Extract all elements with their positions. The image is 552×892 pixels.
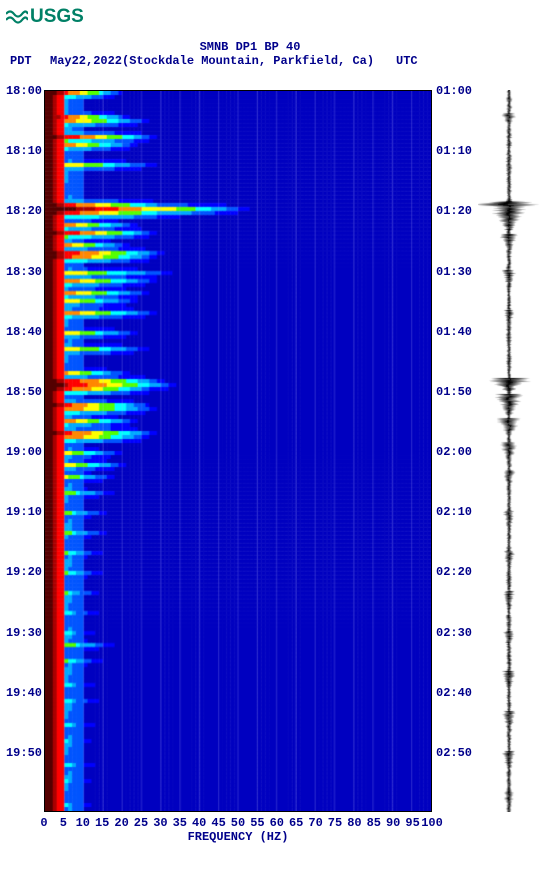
x-tick-label: 10 xyxy=(76,816,90,830)
x-tick-label: 85 xyxy=(367,816,381,830)
left-time-label: 18:20 xyxy=(2,204,42,218)
right-time-label: 02:50 xyxy=(436,746,472,760)
seismogram-trace xyxy=(478,90,540,812)
x-axis-label: FREQUENCY (HZ) xyxy=(44,830,432,844)
x-tick-label: 45 xyxy=(211,816,225,830)
left-time-label: 19:30 xyxy=(2,626,42,640)
x-tick-label: 0 xyxy=(40,816,47,830)
right-time-label: 01:40 xyxy=(436,325,472,339)
right-time-label: 02:10 xyxy=(436,505,472,519)
left-time-label: 18:40 xyxy=(2,325,42,339)
date-station: May22,2022(Stockdale Mountain, Parkfield… xyxy=(50,54,374,68)
left-time-label: 18:00 xyxy=(2,84,42,98)
left-time-label: 19:00 xyxy=(2,445,42,459)
right-time-label: 02:00 xyxy=(436,445,472,459)
right-time-label: 02:20 xyxy=(436,565,472,579)
left-time-label: 18:10 xyxy=(2,144,42,158)
x-tick-label: 55 xyxy=(250,816,264,830)
x-tick-label: 20 xyxy=(114,816,128,830)
spectrogram-plot xyxy=(44,90,432,812)
x-tick-label: 65 xyxy=(289,816,303,830)
left-time-label: 18:50 xyxy=(2,385,42,399)
logo-text: USGS xyxy=(30,6,84,28)
right-time-label: 01:20 xyxy=(436,204,472,218)
x-tick-label: 25 xyxy=(134,816,148,830)
x-tick-label: 60 xyxy=(270,816,284,830)
right-time-label: 01:50 xyxy=(436,385,472,399)
right-time-label: 02:40 xyxy=(436,686,472,700)
spectrogram-canvas xyxy=(45,91,431,811)
x-tick-label: 35 xyxy=(173,816,187,830)
x-tick-label: 100 xyxy=(421,816,443,830)
left-time-label: 19:20 xyxy=(2,565,42,579)
right-time-label: 01:30 xyxy=(436,265,472,279)
x-tick-label: 30 xyxy=(153,816,167,830)
x-tick-label: 50 xyxy=(231,816,245,830)
x-tick-label: 75 xyxy=(328,816,342,830)
left-time-label: 19:40 xyxy=(2,686,42,700)
left-time-label: 19:10 xyxy=(2,505,42,519)
x-tick-label: 15 xyxy=(95,816,109,830)
x-tick-label: 70 xyxy=(308,816,322,830)
right-time-label: 01:00 xyxy=(436,84,472,98)
right-time-label: 01:10 xyxy=(436,144,472,158)
wave-icon xyxy=(6,8,28,26)
x-tick-label: 80 xyxy=(347,816,361,830)
x-tick-label: 40 xyxy=(192,816,206,830)
x-tick-label: 90 xyxy=(386,816,400,830)
plot-title: SMNB DP1 BP 40 xyxy=(0,40,500,54)
x-tick-label: 95 xyxy=(405,816,419,830)
x-tick-label: 5 xyxy=(60,816,67,830)
left-time-label: 19:50 xyxy=(2,746,42,760)
pdt-label: PDT xyxy=(10,54,32,68)
utc-label: UTC xyxy=(396,54,418,68)
right-time-label: 02:30 xyxy=(436,626,472,640)
usgs-logo: USGS xyxy=(6,6,84,28)
left-time-label: 18:30 xyxy=(2,265,42,279)
